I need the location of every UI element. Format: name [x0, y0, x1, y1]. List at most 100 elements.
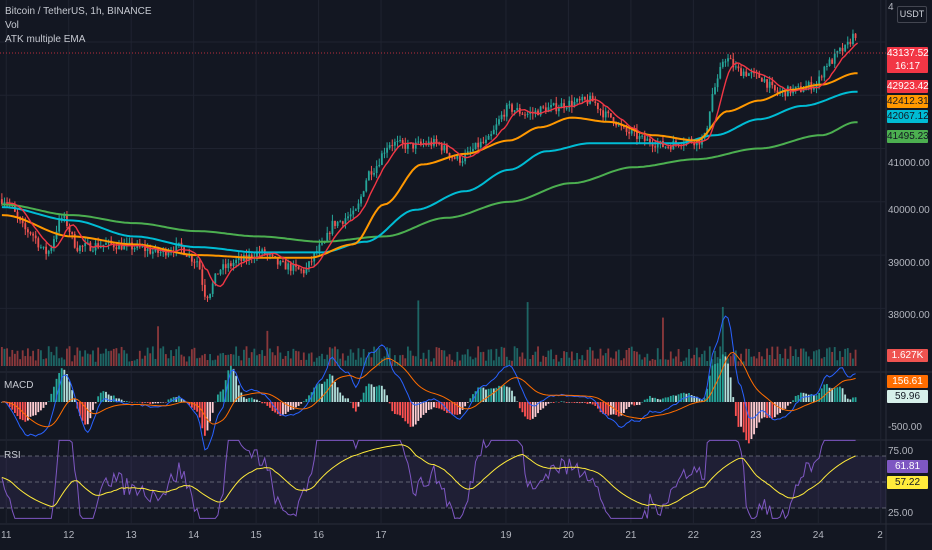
- volume-bar: [695, 347, 698, 366]
- volume-bar: [339, 358, 342, 366]
- macd-bar: [370, 384, 373, 402]
- candle-body: [76, 247, 79, 251]
- candle-body: [477, 142, 480, 148]
- macd-bar: [406, 402, 409, 424]
- volume-bar: [643, 357, 646, 366]
- macd-bar: [37, 402, 40, 413]
- macd-scale-minus500: -500.00: [888, 422, 922, 433]
- volume-bar: [623, 358, 625, 366]
- candle-body: [373, 173, 375, 175]
- macd-bar: [219, 391, 222, 402]
- candle-body: [209, 293, 212, 299]
- candle-body: [219, 269, 222, 275]
- candle-body: [818, 76, 821, 84]
- volume-bar: [505, 356, 508, 366]
- volume-bar: [662, 317, 664, 366]
- volume-bar: [227, 354, 230, 366]
- macd-bar: [776, 402, 779, 415]
- macd-bar: [433, 402, 435, 408]
- volume-bar: [287, 351, 290, 366]
- candle-body: [146, 248, 149, 251]
- candle-body: [854, 33, 857, 38]
- candle-body: [542, 106, 545, 108]
- candle-body: [630, 130, 633, 134]
- volume-bar: [289, 358, 292, 366]
- macd-bar: [724, 356, 727, 402]
- volume-bar: [84, 350, 87, 366]
- volume-bar: [354, 359, 357, 366]
- volume-bar: [750, 356, 753, 366]
- volume-bar: [123, 350, 126, 366]
- macd-bar: [521, 402, 524, 413]
- macd-bar: [417, 402, 420, 421]
- volume-bar: [128, 361, 131, 366]
- volume-bar: [693, 354, 696, 366]
- macd-bar: [609, 402, 612, 415]
- volume-bar: [367, 352, 370, 366]
- volume-bar: [654, 359, 657, 366]
- time-axis-label: 11: [1, 530, 12, 541]
- volume-bar: [607, 348, 610, 366]
- legend-indicator[interactable]: ATK multiple EMA: [5, 34, 86, 45]
- candle-body: [451, 157, 454, 159]
- volume-bar: [526, 302, 529, 366]
- candle-body: [419, 141, 422, 145]
- time-axis-label: 15: [250, 530, 262, 541]
- volume-bar: [630, 346, 633, 366]
- legend-vol[interactable]: Vol: [5, 20, 19, 31]
- macd-bar: [727, 363, 729, 402]
- macd-bar: [138, 401, 141, 403]
- macd-bar: [102, 391, 105, 402]
- volume-bar: [555, 354, 558, 366]
- volume-bar: [599, 348, 602, 366]
- volume-bar: [136, 359, 139, 366]
- macd-bar: [365, 386, 368, 402]
- volume-bar: [315, 357, 318, 366]
- candle-body: [828, 59, 831, 66]
- macd-bar: [625, 402, 628, 410]
- macd-bar: [125, 401, 128, 402]
- macd-bar: [747, 402, 750, 444]
- candle-body: [141, 246, 144, 248]
- rsi-label: RSI: [4, 450, 21, 461]
- volume-bar: [79, 350, 81, 366]
- volume-bar: [206, 360, 209, 366]
- candle-body: [581, 96, 584, 101]
- candle-body: [544, 107, 547, 113]
- macd-bar: [68, 381, 71, 402]
- legend-symbol[interactable]: Bitcoin / TetherUS, 1h, BINANCE: [5, 6, 152, 17]
- macd-bar: [196, 402, 198, 412]
- price-scale-38000: 38000.00: [888, 310, 930, 321]
- candle-body: [773, 85, 776, 91]
- candle-body: [34, 235, 37, 239]
- candle-body: [511, 104, 513, 112]
- volume-bar: [271, 352, 274, 366]
- candle-body: [115, 247, 118, 250]
- macd-bar: [248, 397, 251, 402]
- macd-bar: [367, 383, 370, 402]
- volume-bar: [688, 349, 690, 366]
- volume-bar: [518, 356, 521, 366]
- candle-body: [750, 72, 753, 74]
- macd-bar: [157, 402, 159, 404]
- volume-bar: [815, 350, 818, 366]
- candle-body: [159, 252, 162, 254]
- candle-body: [404, 143, 407, 149]
- candle-body: [609, 113, 612, 118]
- candle-body: [417, 141, 420, 143]
- macd-bar: [276, 402, 279, 415]
- candle-body: [737, 66, 740, 69]
- candle-body: [802, 90, 805, 92]
- candle-body: [58, 218, 61, 232]
- macd-bar: [552, 402, 555, 403]
- volume-bar: [846, 348, 849, 366]
- volume-bar: [521, 352, 524, 366]
- candle-body: [716, 78, 719, 88]
- volume-bar: [256, 355, 258, 366]
- candle-body: [505, 104, 508, 117]
- candle-body: [763, 79, 766, 82]
- currency-button[interactable]: USDT: [897, 6, 927, 23]
- macd-bar: [495, 387, 498, 402]
- volume-bar: [42, 359, 45, 366]
